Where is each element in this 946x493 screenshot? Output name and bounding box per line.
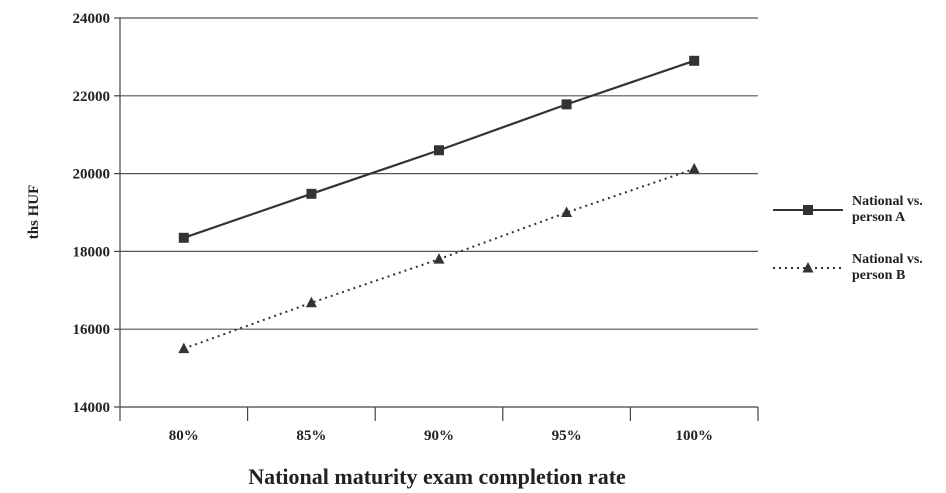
legend-marker	[803, 205, 813, 215]
x-axis-ticks: 80% 85% 90% 95% 100%	[119, 407, 759, 444]
data-point	[561, 99, 572, 110]
data-point	[178, 342, 190, 354]
axes	[119, 18, 758, 408]
x-axis-label: National maturity exam completion rate	[248, 464, 626, 489]
x-tick-label: 85%	[296, 428, 326, 444]
y-axis-ticks: 14000 16000 18000 20000 22000 24000	[73, 11, 120, 416]
y-tick-label: 24000	[73, 11, 111, 27]
x-tick-label: 80%	[169, 428, 199, 444]
legend-label: person A	[852, 210, 906, 225]
y-tick-label: 16000	[73, 322, 111, 338]
x-tick-label: 95%	[552, 428, 582, 444]
series-a	[178, 55, 700, 243]
data-point	[305, 296, 317, 308]
y-tick-label: 14000	[73, 400, 111, 416]
data-point	[178, 232, 189, 243]
series-b	[178, 162, 700, 354]
series-group	[178, 55, 700, 354]
data-point	[689, 55, 700, 66]
grid-lines	[120, 17, 758, 330]
legend-item: National vs.person B	[773, 252, 923, 283]
x-tick-label: 90%	[424, 428, 454, 444]
legend-marker	[802, 262, 814, 273]
y-tick-label: 18000	[73, 244, 111, 260]
data-point	[434, 145, 444, 156]
legend-label: National vs.	[852, 194, 923, 209]
data-point	[433, 253, 445, 264]
data-point	[688, 162, 700, 174]
y-axis-label: ths HUF	[26, 185, 42, 240]
y-tick-label: 20000	[73, 167, 111, 183]
legend-item: National vs.person A	[773, 194, 923, 225]
data-point	[306, 188, 317, 199]
data-point	[561, 206, 573, 217]
legend-label: person B	[852, 268, 905, 283]
legend-label: National vs.	[852, 252, 923, 267]
y-tick-label: 22000	[73, 89, 111, 105]
x-tick-label: 100%	[675, 428, 713, 444]
